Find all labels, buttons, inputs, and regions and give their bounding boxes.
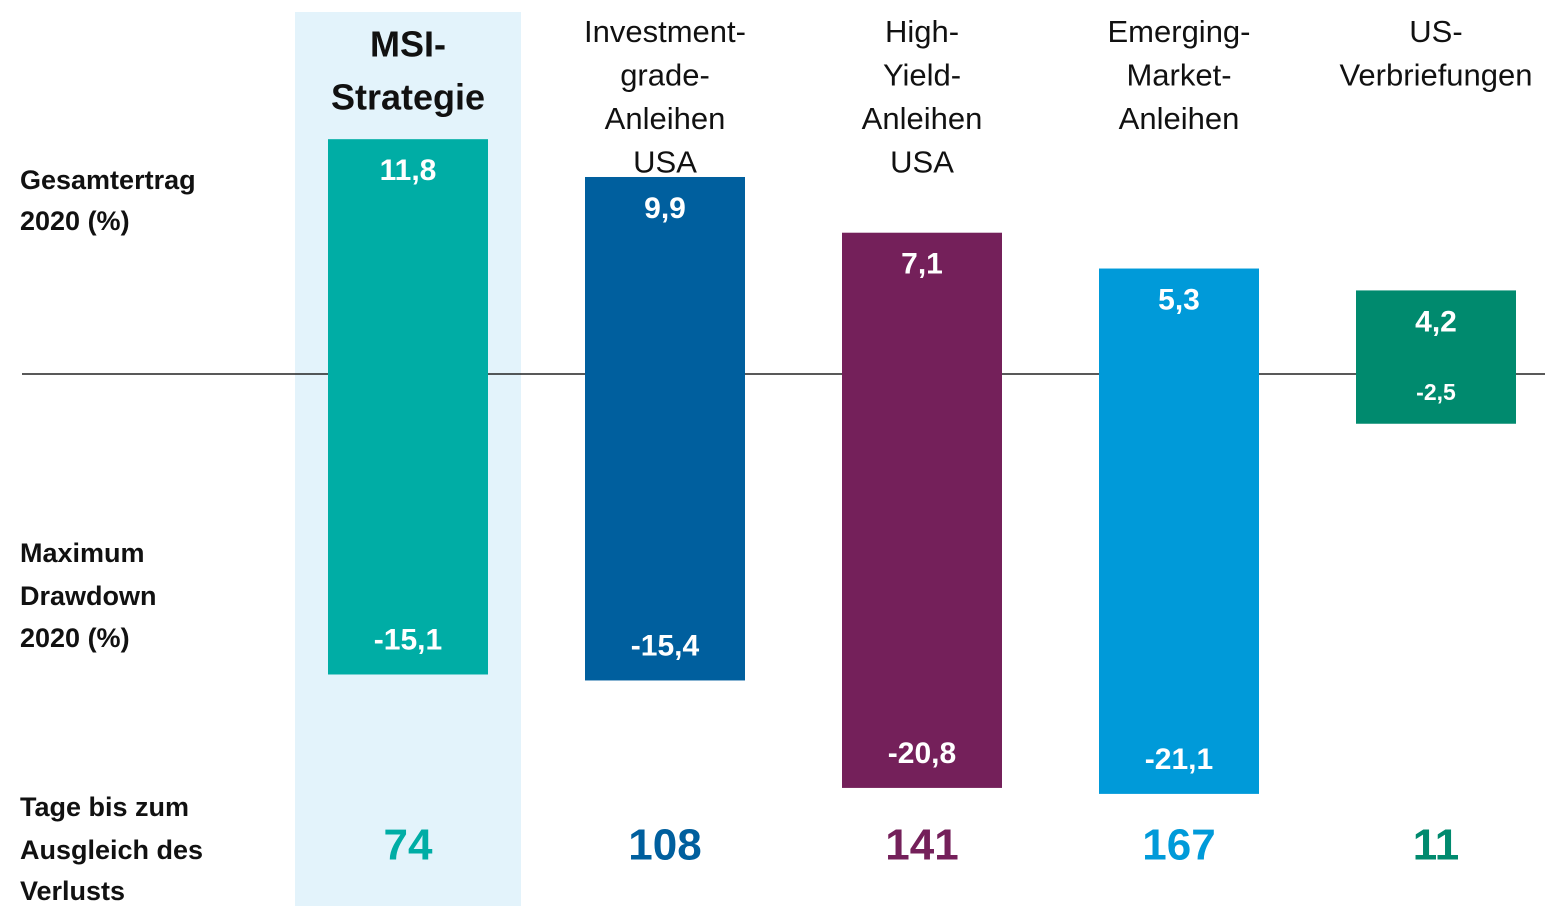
bar-segment [1356, 290, 1516, 374]
category-label: MSI- [370, 24, 446, 65]
category-label: Verbriefungen [1339, 58, 1532, 93]
bar-segment [585, 374, 745, 681]
bar-segment [842, 232, 1002, 374]
value-label: 5,3 [1158, 283, 1200, 316]
category-label: Market- [1126, 58, 1231, 93]
days-value: 11 [1413, 821, 1460, 870]
days-value: 141 [885, 821, 958, 870]
category-label: USA [633, 145, 697, 180]
value-label: -21,1 [1145, 743, 1213, 776]
bar-segment [328, 374, 488, 675]
category-label: Anleihen [1119, 101, 1240, 136]
row-label: 2020 (%) [20, 623, 130, 653]
category-label: USA [890, 145, 954, 180]
value-label: 9,9 [644, 192, 686, 225]
bar-segment [842, 374, 1002, 788]
category-label: Strategie [331, 77, 485, 118]
row-label: Tage bis zum [20, 792, 189, 822]
bar-segment [1099, 374, 1259, 794]
category-label: Yield- [883, 58, 961, 93]
row-label: 2020 (%) [20, 206, 130, 236]
days-value: 108 [628, 821, 701, 870]
value-label: 4,2 [1415, 305, 1457, 338]
category-label: High- [885, 14, 959, 49]
value-label: -15,4 [631, 629, 700, 662]
value-label: 7,1 [901, 248, 943, 281]
row-label: Gesamtertrag [20, 165, 196, 195]
days-value: 167 [1142, 821, 1215, 870]
days-value: 74 [384, 821, 433, 870]
value-label: 11,8 [380, 154, 437, 187]
category-label: US- [1409, 14, 1462, 49]
row-label: Maximum [20, 538, 145, 568]
category-label: Emerging- [1108, 14, 1251, 49]
bar-segment [585, 176, 745, 374]
bar-segment [1099, 268, 1259, 374]
category-label: Investment- [584, 14, 746, 49]
row-label: Drawdown [20, 581, 157, 611]
row-label: Verlusts [20, 876, 125, 906]
value-label: -20,8 [888, 737, 956, 770]
category-label: Anleihen [605, 101, 726, 136]
value-label: -2,5 [1416, 379, 1456, 405]
category-label: grade- [620, 58, 710, 93]
row-label: Ausgleich des [20, 835, 203, 865]
bar-segment [1356, 374, 1516, 424]
category-label: Anleihen [862, 101, 983, 136]
bar-segment [328, 139, 488, 374]
value-label: -15,1 [374, 623, 442, 656]
